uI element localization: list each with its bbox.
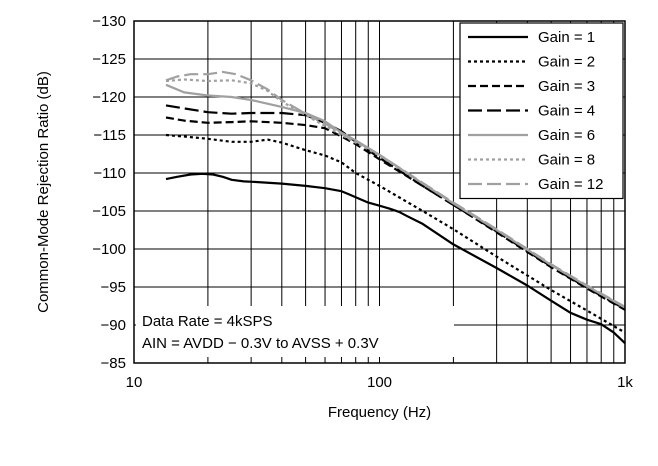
x-axis-ticks: 10 100 1k bbox=[126, 374, 634, 391]
series-line-4 bbox=[165, 104, 626, 310]
annotation-box: Data Rate = 4kSPS AIN = AVDD − 0.3V to A… bbox=[136, 306, 454, 357]
y-tick-label: −120 bbox=[92, 89, 126, 106]
series-line-2 bbox=[165, 133, 626, 334]
legend-label: Gain = 8 bbox=[538, 152, 595, 169]
x-axis-label: Frequency (Hz) bbox=[328, 404, 431, 421]
legend-label: Gain = 2 bbox=[538, 54, 595, 71]
series-line-6 bbox=[165, 78, 626, 309]
legend-label: Gain = 3 bbox=[538, 78, 595, 95]
y-axis-label: Common-Mode Rejection Ratio (dB) bbox=[35, 71, 52, 313]
y-tick-label: −95 bbox=[101, 279, 126, 296]
series-lines bbox=[165, 70, 626, 344]
y-tick-label: −110 bbox=[93, 165, 126, 182]
legend-label: Gain = 4 bbox=[538, 103, 595, 120]
y-tick-label: −130 bbox=[92, 13, 126, 30]
y-tick-label: −125 bbox=[92, 51, 126, 68]
x-tick-label: 10 bbox=[126, 374, 143, 391]
legend-label: Gain = 12 bbox=[538, 176, 603, 193]
legend-label: Gain = 1 bbox=[538, 29, 595, 46]
y-tick-label: −100 bbox=[92, 241, 126, 258]
legend-label: Gain = 6 bbox=[538, 127, 595, 144]
y-tick-label: −85 bbox=[101, 355, 126, 372]
x-tick-label: 100 bbox=[367, 374, 392, 391]
annotation-ain-range: AIN = AVDD − 0.3V to AVSS + 0.3V bbox=[142, 335, 379, 352]
annotation-data-rate: Data Rate = 4kSPS bbox=[142, 313, 273, 330]
legend: Gain = 1 Gain = 2 Gain = 3 Gain = 4 Gain = 6… bbox=[459, 22, 624, 200]
y-tick-label: −90 bbox=[101, 317, 126, 334]
y-tick-label: −115 bbox=[93, 127, 126, 144]
series-line-7 bbox=[165, 70, 626, 308]
y-tick-label: −105 bbox=[92, 203, 126, 220]
plot-frame bbox=[133, 20, 626, 364]
series-line-1 bbox=[165, 172, 626, 344]
x-tick-label: 1k bbox=[617, 374, 633, 391]
y-axis-ticks: −130 −125 −120 −115 −110 −105 −100 −95 −90 −85 bbox=[92, 13, 126, 372]
